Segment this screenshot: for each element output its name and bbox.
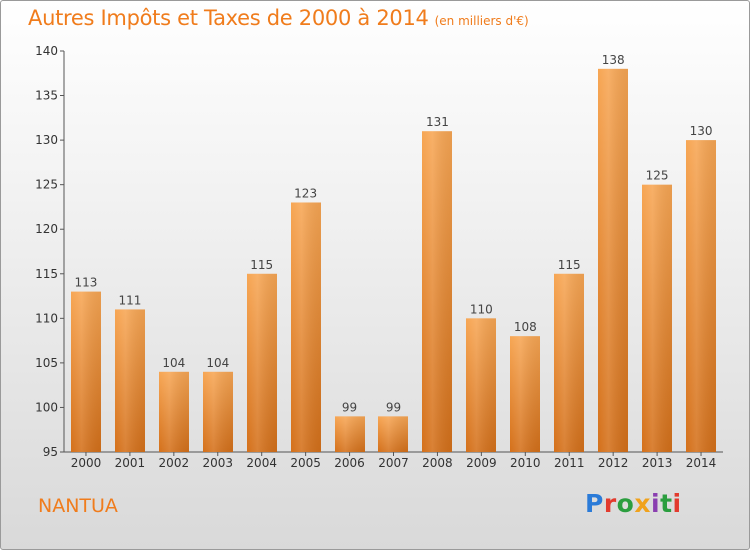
bar-shading xyxy=(466,318,496,452)
logo-letter: t xyxy=(660,489,673,518)
bar-shading xyxy=(203,371,233,452)
x-tick-label: 2009 xyxy=(466,456,497,470)
x-tick-label: 2001 xyxy=(115,456,146,470)
data-label: 138 xyxy=(602,53,625,67)
y-tick-label: 140 xyxy=(35,44,58,58)
data-label: 115 xyxy=(250,258,273,272)
data-label: 108 xyxy=(514,320,537,334)
data-label: 123 xyxy=(294,186,317,200)
data-label: 104 xyxy=(206,356,229,370)
city-name: NANTUA xyxy=(38,495,118,517)
data-label: 111 xyxy=(118,293,141,307)
bar-shading xyxy=(554,273,584,452)
x-tick-label: 2013 xyxy=(642,456,673,470)
bar-shading xyxy=(510,336,540,452)
bar-shading xyxy=(115,309,145,452)
logo-letter: x xyxy=(634,489,651,518)
bar-shading xyxy=(247,273,277,452)
logo-letter: r xyxy=(603,489,617,518)
logo-letter: i xyxy=(672,489,682,518)
x-tick-label: 2000 xyxy=(71,456,102,470)
data-label: 113 xyxy=(75,276,98,290)
chart-title: Autres Impôts et Taxes de 2000 à 2014 (en… xyxy=(28,6,529,30)
data-label: 131 xyxy=(426,115,449,129)
data-label: 115 xyxy=(558,258,581,272)
data-label: 110 xyxy=(470,302,493,316)
logo-letter: P xyxy=(585,489,604,518)
y-tick-label: 130 xyxy=(35,133,58,147)
data-label: 99 xyxy=(342,400,357,414)
bar-shading xyxy=(335,416,365,452)
data-label: 125 xyxy=(646,169,669,183)
y-tick-label: 120 xyxy=(35,222,58,236)
chart-axes: 95 100 105 110 115 120 125 130 135 140 2000 2001 200… xyxy=(35,44,723,470)
x-tick-label: 2002 xyxy=(159,456,190,470)
x-tick-label: 2003 xyxy=(202,456,233,470)
data-label: 99 xyxy=(386,400,401,414)
data-label: 130 xyxy=(690,124,713,138)
chart-unit: (en milliers d'€) xyxy=(434,14,529,28)
data-label: 104 xyxy=(162,356,185,370)
y-tick-label: 135 xyxy=(35,89,58,103)
bar-shading xyxy=(422,131,452,452)
proxiti-logo: Proxiti xyxy=(585,489,682,518)
x-tick-label: 2014 xyxy=(686,456,717,470)
y-tick-label: 125 xyxy=(35,178,58,192)
logo-letter: i xyxy=(651,489,661,518)
bar-shading xyxy=(642,184,672,452)
bar-shading xyxy=(291,202,321,452)
x-tick-label: 2006 xyxy=(334,456,365,470)
bar-shading xyxy=(378,416,408,452)
chart-title-text: Autres Impôts et Taxes de 2000 à 2014 xyxy=(28,6,429,30)
y-tick-label: 105 xyxy=(35,356,58,370)
bar-shading xyxy=(71,291,101,452)
x-tick-label: 2005 xyxy=(290,456,321,470)
y-tick-label: 115 xyxy=(35,267,58,281)
x-tick-label: 2012 xyxy=(598,456,629,470)
bar-shading xyxy=(598,68,628,453)
x-tick-label: 2008 xyxy=(422,456,453,470)
logo-letter: o xyxy=(616,489,635,518)
bar-shading xyxy=(686,140,716,452)
bar-shading xyxy=(159,371,189,452)
y-tick-label: 95 xyxy=(43,445,58,459)
x-tick-label: 2010 xyxy=(510,456,541,470)
y-tick-label: 100 xyxy=(35,400,58,414)
x-tick-label: 2004 xyxy=(246,456,277,470)
x-tick-label: 2007 xyxy=(378,456,409,470)
y-tick-label: 110 xyxy=(35,311,58,325)
chart-data-labels: 113 111 104 104 115 123 99 99 131 110 108 115 138 125… xyxy=(75,53,713,415)
chart-bars xyxy=(71,68,716,453)
x-tick-label: 2011 xyxy=(554,456,585,470)
